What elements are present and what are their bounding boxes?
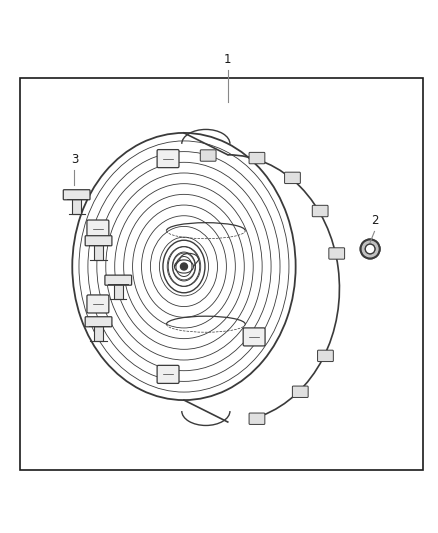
Bar (114, 284, 123, 300)
Circle shape (180, 263, 187, 270)
Text: 3: 3 (71, 153, 78, 166)
FancyBboxPatch shape (200, 150, 216, 161)
Bar (20, 78, 423, 470)
Text: 2: 2 (371, 214, 378, 227)
FancyBboxPatch shape (249, 413, 265, 424)
FancyBboxPatch shape (293, 386, 308, 398)
FancyBboxPatch shape (85, 236, 112, 246)
Text: 1: 1 (224, 53, 232, 66)
Circle shape (365, 244, 375, 254)
FancyBboxPatch shape (318, 350, 333, 361)
FancyBboxPatch shape (285, 172, 300, 183)
Bar (72, 199, 81, 214)
FancyBboxPatch shape (63, 190, 90, 200)
FancyBboxPatch shape (249, 152, 265, 164)
Bar (94, 326, 103, 341)
FancyBboxPatch shape (85, 317, 112, 327)
FancyBboxPatch shape (329, 248, 345, 259)
FancyBboxPatch shape (243, 328, 265, 346)
FancyBboxPatch shape (157, 365, 179, 383)
Bar (94, 245, 103, 260)
FancyBboxPatch shape (87, 220, 109, 238)
FancyBboxPatch shape (312, 205, 328, 217)
FancyBboxPatch shape (105, 275, 131, 285)
Circle shape (360, 239, 380, 259)
FancyBboxPatch shape (87, 295, 109, 313)
FancyBboxPatch shape (157, 150, 179, 168)
